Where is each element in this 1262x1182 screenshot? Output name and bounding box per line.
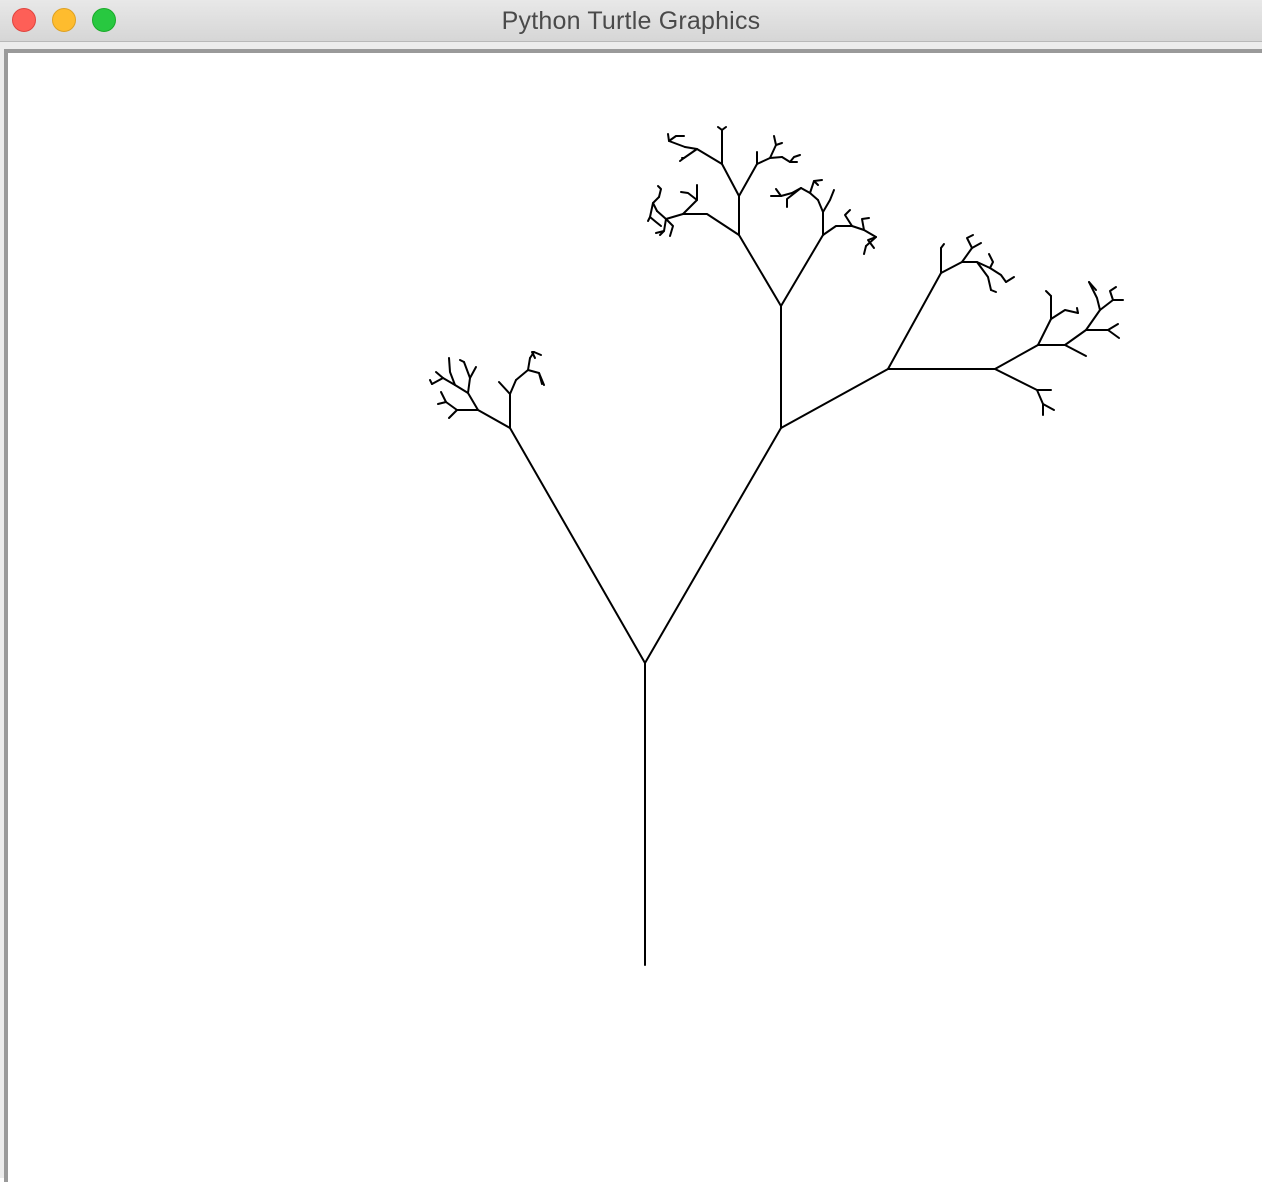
title-bar[interactable]: Python Turtle Graphics — [0, 0, 1262, 42]
tree-branch — [509, 427, 646, 664]
tree-branch — [644, 427, 782, 664]
upper-crown — [647, 126, 877, 307]
tree-branch — [780, 368, 889, 429]
turtle-canvas[interactable] — [8, 53, 1262, 1178]
left-crown — [429, 351, 545, 429]
close-window-button[interactable] — [12, 8, 36, 32]
fractal-tree — [429, 126, 1124, 966]
turtle-canvas-frame — [4, 49, 1262, 1182]
minimize-window-button[interactable] — [52, 8, 76, 32]
window-title: Python Turtle Graphics — [501, 7, 761, 35]
right-crown — [887, 234, 1124, 416]
zoom-window-button[interactable] — [92, 8, 116, 32]
